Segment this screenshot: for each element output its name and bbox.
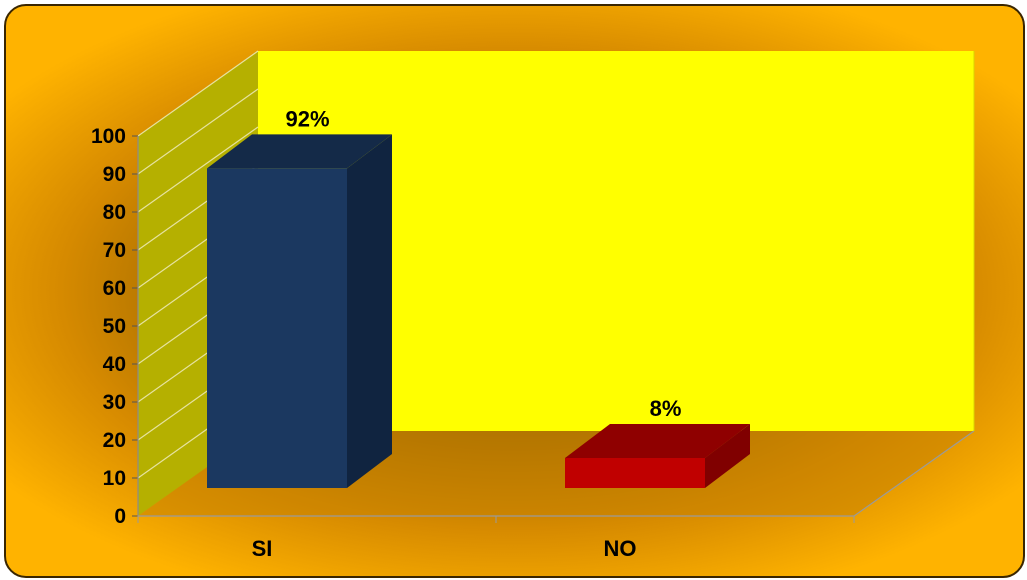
bar-si bbox=[207, 168, 347, 488]
bar-no bbox=[565, 458, 705, 488]
y-tick-label-60: 60 bbox=[103, 277, 126, 300]
data-label-si: 92% bbox=[285, 106, 329, 131]
bar-chart: 0 10 20 30 40 50 60 70 80 90 100 92% SI 8% NO bbox=[91, 50, 975, 561]
y-tick-label-70: 70 bbox=[103, 239, 126, 262]
y-tick-label-50: 50 bbox=[103, 315, 126, 338]
chart-labels: 0 10 20 30 40 50 60 70 80 90 100 92% SI 8% NO bbox=[91, 106, 681, 561]
y-tick-label-0: 0 bbox=[114, 505, 126, 528]
y-tick-label-30: 30 bbox=[103, 391, 126, 414]
x-category-label-si: SI bbox=[252, 536, 273, 561]
gridline-80 bbox=[137, 126, 259, 213]
bar-no-side bbox=[705, 424, 750, 488]
chart-bars bbox=[207, 134, 750, 488]
bar-no-top bbox=[565, 424, 750, 458]
gridline-100 bbox=[137, 50, 259, 137]
gridline-90 bbox=[137, 88, 259, 175]
data-label-no: 8% bbox=[650, 396, 682, 421]
floor-right-edge bbox=[853, 430, 975, 517]
y-tick-label-10: 10 bbox=[103, 467, 126, 490]
back-wall bbox=[258, 51, 974, 431]
chart-axes bbox=[132, 51, 975, 523]
y-tick-label-100: 100 bbox=[91, 125, 126, 148]
bar-si-top bbox=[207, 134, 392, 169]
x-category-label-no: NO bbox=[604, 536, 637, 561]
bar-si-side bbox=[347, 134, 392, 488]
y-tick-label-90: 90 bbox=[103, 163, 126, 186]
chart-frame: 0 10 20 30 40 50 60 70 80 90 100 92% SI 8% NO bbox=[4, 4, 1025, 578]
y-tick-label-80: 80 bbox=[103, 201, 126, 224]
y-tick-label-40: 40 bbox=[103, 353, 126, 376]
y-tick-label-20: 20 bbox=[103, 429, 126, 452]
